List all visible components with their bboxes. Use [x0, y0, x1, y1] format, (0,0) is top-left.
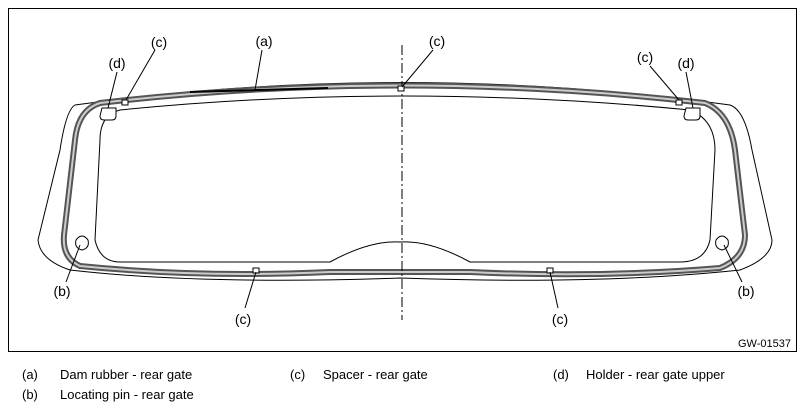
callout: (c): [151, 34, 167, 50]
callout: (c): [235, 311, 251, 327]
diagram: (c) (a) (c) (d) (c) (d) (b) (c) (c) (b) …: [8, 8, 797, 352]
callout: (a): [255, 33, 272, 49]
dam-rubber: [60, 82, 749, 278]
callout: (d): [108, 55, 125, 71]
leader-lines: [65, 49, 743, 309]
callout: (b): [53, 283, 70, 299]
callout: (c): [637, 49, 653, 65]
glass-outline: [37, 82, 773, 281]
callout: (b): [737, 283, 754, 299]
callout: (d): [677, 55, 694, 71]
legend-key: (a): [22, 367, 38, 382]
frame: [8, 8, 797, 352]
callout: (c): [429, 33, 445, 49]
legend-key: (c): [290, 367, 306, 382]
legend-text: Holder - rear gate upper: [586, 367, 725, 382]
window-opening: [94, 95, 716, 263]
dam-rubber-inner: [62, 84, 747, 276]
rubber-end: [189, 87, 329, 93]
legend-text: Dam rubber - rear gate: [60, 367, 193, 382]
legend-text: Spacer - rear gate: [323, 367, 428, 382]
legend-text: Locating pin - rear gate: [60, 387, 194, 402]
legend-key: (b): [22, 387, 38, 402]
legend-key: (d): [553, 367, 569, 382]
callout: (c): [552, 311, 568, 327]
figure-code: GW-01537: [738, 338, 791, 350]
